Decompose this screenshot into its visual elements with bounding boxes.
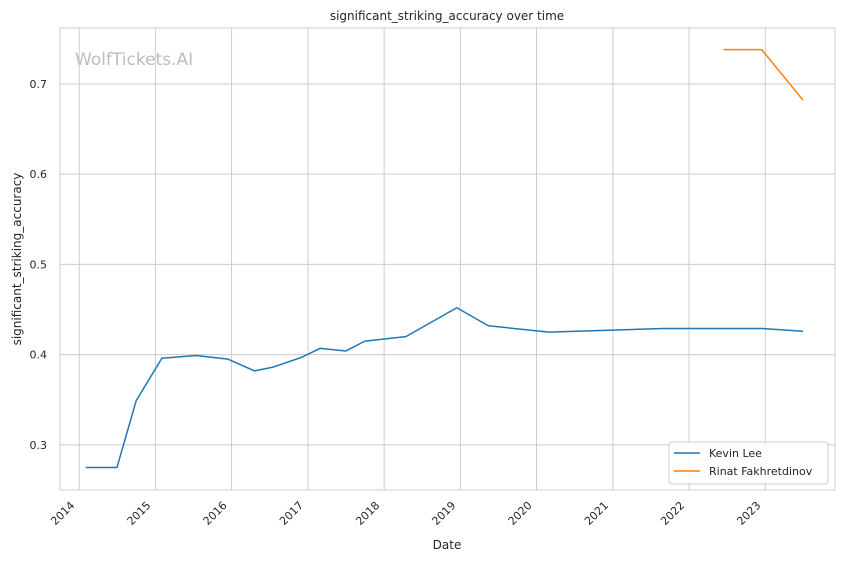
data-point-kevin-lee <box>301 357 303 359</box>
y-tick-label: 0.5 <box>30 258 48 271</box>
data-point-kevin-lee <box>761 328 763 330</box>
data-point-kevin-lee <box>488 325 490 327</box>
series-line-rinat-fakhretdinov <box>723 48 804 101</box>
data-point-rinat-fakhretdinov <box>723 49 725 51</box>
legend-label-kevin-lee: Kevin Lee <box>709 447 762 460</box>
data-point-kevin-lee <box>161 358 163 360</box>
y-tick-label: 0.3 <box>30 439 48 452</box>
y-tick-labels: 0.3 0.4 0.5 0.6 0.7 <box>30 78 48 452</box>
plot-frame <box>59 27 836 491</box>
data-point-kevin-lee <box>272 367 274 369</box>
data-point-kevin-lee <box>405 336 407 338</box>
data-point-rinat-fakhretdinov <box>802 99 804 101</box>
data-point-kevin-lee <box>456 307 458 309</box>
data-point-kevin-lee <box>345 350 347 352</box>
x-axis-label: Date <box>433 538 462 552</box>
legend-frame <box>668 441 829 485</box>
data-point-kevin-lee <box>135 400 137 402</box>
data-point-rinat-fakhretdinov <box>761 49 763 51</box>
data-point-kevin-lee <box>548 331 550 333</box>
legend: Kevin Lee Rinat Fakhretdinov <box>668 441 829 485</box>
data-point-kevin-lee <box>85 467 87 469</box>
y-tick-label: 0.7 <box>30 78 48 91</box>
plot-area <box>60 28 835 490</box>
data-point-kevin-lee <box>195 355 197 357</box>
data-point-kevin-lee <box>320 348 322 350</box>
data-point-kevin-lee <box>227 358 229 360</box>
data-point-kevin-lee <box>802 330 804 332</box>
legend-label-rinat-fakhretdinov: Rinat Fakhretdinov <box>709 465 813 478</box>
y-tick-label: 0.4 <box>30 349 48 362</box>
watermark-text: WolfTickets.AI <box>75 50 193 70</box>
series-line-kevin-lee <box>85 306 804 469</box>
y-tick-label: 0.6 <box>30 168 48 181</box>
data-point-kevin-lee <box>663 328 665 330</box>
chart-title: significant_striking_accuracy over time <box>330 9 564 23</box>
data-point-kevin-lee <box>254 370 256 372</box>
series-layer <box>85 48 804 469</box>
data-point-kevin-lee <box>116 467 118 469</box>
data-point-kevin-lee <box>364 340 366 342</box>
y-axis-label: significant_striking_accuracy <box>10 173 24 346</box>
